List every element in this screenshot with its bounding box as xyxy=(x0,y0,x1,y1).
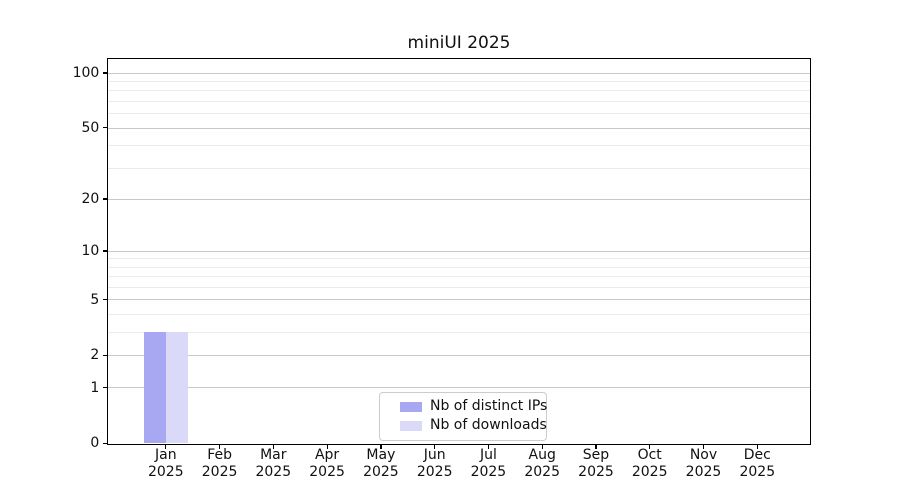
x-tick-mark xyxy=(487,444,490,449)
y-tick-mark xyxy=(103,72,107,74)
chart-title: miniUI 2025 xyxy=(407,33,511,53)
y-tick-mark xyxy=(103,198,107,200)
major-gridline xyxy=(108,387,810,389)
x-tick-label: May 2025 xyxy=(363,447,399,480)
major-gridline xyxy=(108,72,810,74)
x-tick-label: Mar 2025 xyxy=(255,447,292,480)
y-tick-label: 1 xyxy=(90,379,100,396)
x-tick-label: Jun 2025 xyxy=(416,447,453,480)
x-tick-mark xyxy=(434,444,436,449)
minor-gridline xyxy=(108,90,810,92)
major-gridline xyxy=(108,299,810,301)
y-tick-mark xyxy=(103,354,107,356)
x-tick-label: Jul 2025 xyxy=(470,447,507,480)
plot-area xyxy=(107,58,811,445)
minor-gridline xyxy=(108,313,810,315)
x-tick-label: Nov 2025 xyxy=(685,447,722,480)
y-tick-mark xyxy=(103,250,107,252)
x-tick-label: Feb 2025 xyxy=(201,447,238,480)
y-tick-label: 5 xyxy=(90,291,100,308)
y-tick-label: 100 xyxy=(72,65,100,81)
x-tick-label: Dec 2025 xyxy=(739,447,776,480)
major-gridline xyxy=(108,198,810,200)
major-gridline xyxy=(108,127,810,129)
x-tick-mark xyxy=(702,444,705,449)
minor-gridline xyxy=(108,331,810,333)
bar-nb-of-distinct-ips xyxy=(143,331,166,443)
legend-entry-distinct-ips: Nb of distinct IPs xyxy=(389,398,547,415)
major-gridline xyxy=(108,354,810,356)
minor-gridline xyxy=(108,167,810,169)
minor-gridline xyxy=(108,101,810,102)
x-tick-mark xyxy=(541,444,543,449)
y-tick-label: 2 xyxy=(90,347,100,364)
x-tick-label: Oct 2025 xyxy=(631,447,668,480)
x-tick-mark xyxy=(272,444,274,449)
x-tick-mark xyxy=(756,444,758,449)
y-tick-label: 10 xyxy=(81,242,100,259)
minor-gridline xyxy=(108,258,810,260)
legend-swatch-distinct-ips xyxy=(400,401,422,412)
x-tick-label: Sep 2025 xyxy=(578,447,614,480)
minor-gridline xyxy=(108,113,810,115)
legend: Nb of distinct IPs Nb of downloads xyxy=(379,392,547,441)
minor-gridline xyxy=(108,145,810,146)
x-tick-label: Aug 2025 xyxy=(524,447,560,480)
x-tick-mark xyxy=(649,444,651,449)
bar-nb-of-downloads xyxy=(165,331,188,443)
x-tick-mark xyxy=(595,444,597,449)
y-tick-label: 0 xyxy=(90,435,100,452)
minor-gridline xyxy=(108,266,810,268)
legend-entry-downloads: Nb of downloads xyxy=(389,417,547,434)
y-tick-label: 50 xyxy=(81,119,100,136)
legend-label-distinct-ips: Nb of distinct IPs xyxy=(430,398,548,414)
minor-gridline xyxy=(108,81,810,83)
x-tick-mark xyxy=(219,444,221,449)
legend-label-downloads: Nb of downloads xyxy=(430,417,547,433)
x-tick-mark xyxy=(380,444,382,449)
major-gridline xyxy=(108,250,810,252)
y-tick-mark xyxy=(103,298,107,301)
minor-gridline xyxy=(108,276,810,278)
x-tick-label: Apr 2025 xyxy=(309,447,345,480)
x-tick-label: Jan 2025 xyxy=(147,447,184,480)
minor-gridline xyxy=(108,286,810,288)
y-tick-label: 20 xyxy=(81,191,100,207)
y-tick-mark xyxy=(103,387,107,389)
legend-swatch-downloads xyxy=(400,420,422,431)
x-tick-mark xyxy=(165,444,167,449)
x-tick-mark xyxy=(326,444,328,449)
y-tick-mark xyxy=(103,127,107,129)
y-tick-mark xyxy=(103,442,107,444)
